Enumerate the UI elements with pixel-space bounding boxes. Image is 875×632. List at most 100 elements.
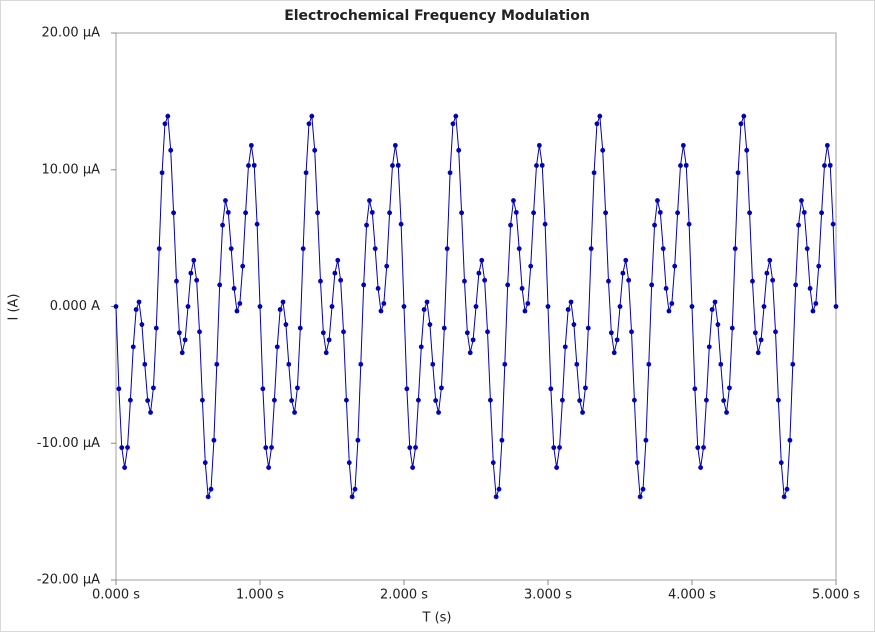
point [148,410,153,415]
point [156,246,162,252]
point [441,325,447,331]
point [606,278,611,284]
point [168,147,174,153]
point [499,437,505,443]
point [640,486,646,492]
point [364,222,369,228]
point [643,437,649,443]
point [767,257,773,263]
point [816,263,822,269]
point [248,143,254,148]
point [234,308,240,314]
point [554,465,560,470]
point [833,304,839,309]
point [787,437,793,443]
point [663,286,669,291]
point [113,304,119,309]
point [744,147,750,153]
point [776,397,781,403]
point [344,397,349,403]
point [153,325,159,331]
point [588,246,594,252]
point [122,465,128,470]
y-tick-label: 10.00 µA [41,162,100,177]
point [752,330,758,336]
point [179,350,185,356]
point [211,437,217,443]
point [127,397,133,403]
point [295,385,300,391]
point [485,329,490,335]
point [283,322,289,327]
point [133,307,139,312]
chart-title: Electrochemical Frequency Modulation [284,8,590,24]
point [416,397,421,403]
point [516,246,522,252]
point [398,221,404,227]
point [810,308,816,314]
point [404,386,410,392]
point [387,210,392,216]
point [151,385,156,391]
point [320,330,326,336]
point [539,162,545,168]
point [125,445,130,450]
point [597,113,603,119]
y-tick-label: 20.00 µA [41,26,100,41]
point [378,308,384,314]
point [657,210,663,215]
point [479,257,485,263]
point [202,460,208,466]
point [747,210,752,216]
point [326,337,332,343]
point [467,350,473,356]
point [830,221,836,227]
point [459,210,464,216]
point [418,344,424,350]
point [525,301,531,306]
point [585,325,591,331]
point [551,445,557,451]
point [557,445,562,450]
point [632,397,637,403]
point [496,486,502,492]
point [274,344,280,350]
point [629,329,634,335]
point [649,282,655,288]
point [603,210,608,216]
point [159,170,165,176]
point [136,299,142,305]
point [583,385,588,391]
point [502,361,508,367]
point [372,246,378,252]
point [505,282,511,288]
point [620,270,626,276]
point [715,322,721,327]
point [260,386,266,392]
point [493,494,499,500]
point [807,286,813,291]
point [430,361,436,367]
point [214,361,220,367]
point [237,301,243,306]
point [548,386,554,392]
point [531,210,536,216]
point [637,494,643,500]
point [680,143,686,148]
point [464,330,470,336]
point [790,361,796,367]
point [490,460,496,466]
point [130,344,136,350]
point [770,277,776,283]
point [375,286,381,291]
point [392,143,398,148]
point [534,163,539,168]
point [545,304,551,309]
point [292,410,297,415]
point [519,286,525,291]
point [263,445,269,451]
point [318,278,323,284]
point [335,257,341,263]
x-tick-label: 2.000 s [380,588,428,603]
